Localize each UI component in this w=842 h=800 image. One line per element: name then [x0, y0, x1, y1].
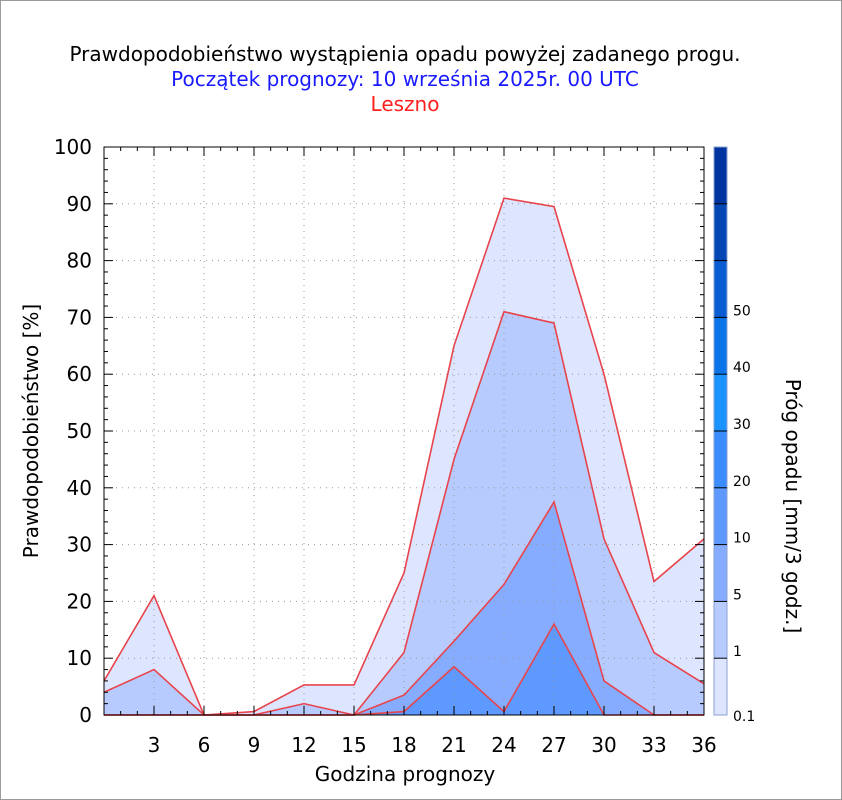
y-axis-label: Prawdopodobieństwo [%]	[19, 304, 43, 558]
colorbar-segment	[714, 374, 727, 431]
chart-subtitle: Początek prognozy: 10 września 2025r. 00…	[171, 67, 639, 91]
x-axis-label: Godzina prognozy	[315, 762, 496, 786]
x-tick-label: 24	[491, 733, 516, 757]
colorbar-tick-label: 20	[733, 474, 751, 490]
colorbar-segment	[714, 260, 727, 318]
colorbar-tick-label: 1	[733, 644, 742, 660]
colorbar-label: Próg opadu [mm/3 godz.]	[781, 379, 805, 634]
x-tick-label: 33	[641, 733, 666, 757]
y-tick-label: 20	[67, 589, 92, 613]
chart-location: Leszno	[371, 92, 440, 116]
colorbar-segment	[714, 203, 727, 261]
colorbar-tick-label: 10	[733, 531, 751, 547]
x-tick-labels: 3 6 9 12 15 18 21 24 27 30 33 36	[148, 733, 717, 757]
colorbar	[713, 146, 728, 716]
y-tick-label: 70	[67, 305, 92, 329]
colorbar-segment	[714, 601, 727, 659]
x-tick-label: 36	[691, 733, 716, 757]
x-tick-label: 15	[341, 733, 366, 757]
y-tick-label: 30	[67, 533, 92, 557]
y-tick-label: 40	[67, 476, 92, 500]
colorbar-segment	[714, 431, 727, 488]
x-tick-label: 21	[441, 733, 466, 757]
x-tick-label: 27	[541, 733, 566, 757]
area-threshold-3	[104, 624, 704, 715]
colorbar-segment	[714, 487, 727, 545]
y-tick-label: 60	[67, 362, 92, 386]
y-tick-label: 10	[67, 646, 92, 670]
grid-lines	[104, 147, 704, 715]
colorbar-tick-label: 30	[733, 417, 751, 433]
y-tick-label: 50	[67, 419, 92, 443]
chart-title: Prawdopodobieństwo wystąpienia opadu pow…	[69, 42, 740, 66]
colorbar-segment	[714, 317, 727, 375]
y-tick-label: 80	[67, 249, 92, 273]
colorbar-tick-labels: 0.1 1 5 10 20 30 40 50	[733, 303, 755, 725]
y-tick-label: 100	[54, 135, 92, 159]
axes	[103, 146, 705, 716]
x-tick-label: 12	[291, 733, 316, 757]
y-tick-labels: 0 10 20 30 40 50 60 70 80 90 100	[54, 135, 92, 727]
colorbar-tick-label: 0.1	[733, 709, 755, 725]
x-tick-label: 30	[591, 733, 616, 757]
x-tick-label: 6	[198, 733, 211, 757]
x-tick-label: 18	[391, 733, 416, 757]
colorbar-segment	[714, 147, 727, 204]
colorbar-tick-label: 5	[733, 587, 742, 603]
y-tick-label: 90	[67, 192, 92, 216]
y-tick-label: 0	[79, 703, 92, 727]
x-tick-label: 9	[248, 733, 261, 757]
x-tick-label: 3	[148, 733, 161, 757]
colorbar-segment	[714, 544, 727, 602]
colorbar-tick-label: 40	[733, 360, 751, 376]
colorbar-segment	[714, 658, 727, 715]
colorbar-tick-label: 50	[733, 303, 751, 319]
